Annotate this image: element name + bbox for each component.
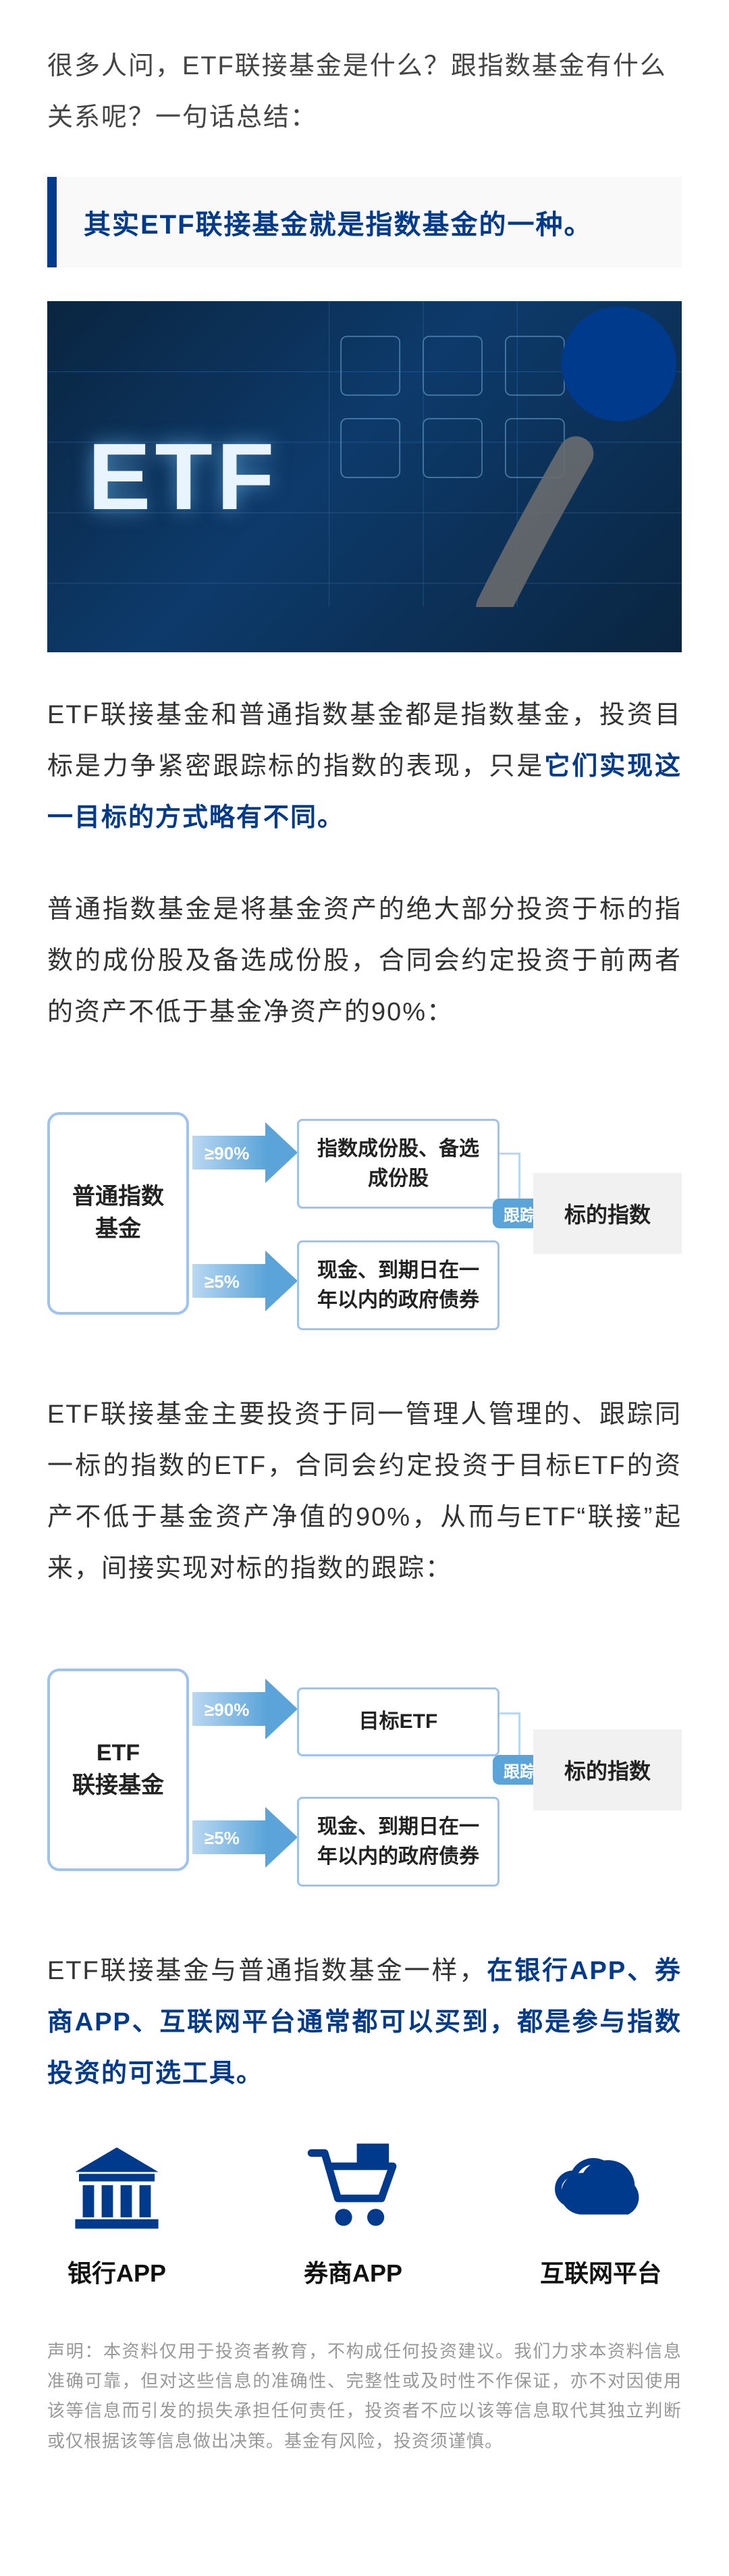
cart-icon: [306, 2140, 400, 2238]
paragraph-2: 普通指数基金是将基金资产的绝大部分投资于标的指数的成份股及备选成份股，合同会约定…: [47, 884, 682, 1038]
paragraph-4a: ETF联接基金与普通指数基金一样，: [47, 1957, 487, 1985]
intro-paragraph: 很多人问，ETF联接基金是什么？跟指数基金有什么关系呢？一句话总结：: [47, 41, 682, 143]
paragraph-1: ETF联接基金和普通指数基金都是指数基金，投资目标是力争紧密跟踪标的指数的表现，…: [47, 689, 682, 843]
channel-bank: 银行APP: [68, 2140, 166, 2289]
diagram2-arrow-top-pct: ≥90%: [205, 1700, 249, 1720]
paragraph-4: ETF联接基金与普通指数基金一样，在银行APP、券商APP、互联网平台通常都可以…: [47, 1945, 682, 2099]
channel-internet-label: 互联网平台: [540, 2254, 662, 2289]
channel-bank-label: 银行APP: [68, 2254, 166, 2289]
diagram2-mid-bot: 现金、到期日在一年以内的政府债券: [297, 1797, 500, 1887]
diagram1-arrow-bot-pct: ≥5%: [205, 1271, 240, 1292]
diagram1-arrow-top-pct: ≥90%: [205, 1143, 249, 1164]
quote-text: 其实ETF联接基金就是指数基金的一种。: [84, 203, 655, 242]
channel-internet: 互联网平台: [540, 2140, 662, 2289]
diagram2-mid-top: 目标ETF: [297, 1687, 500, 1756]
hero-image: ETF: [47, 301, 682, 652]
diagram2-arrow-bot-pct: ≥5%: [205, 1828, 240, 1849]
diagram-index-fund: 普通指数 基金 ≥90% 指数成份股、备选成份股 ≥5% 现金、到期日在一年以内…: [47, 1078, 682, 1348]
diagram2-source-box: ETF 联接基金: [47, 1668, 189, 1871]
diagram-etf-link-fund: ETF 联接基金 ≥90% 目标ETF ≥5% 现金、到期日在一年以内的政府债券…: [47, 1635, 682, 1905]
diagram1-mid-top: 指数成份股、备选成份股: [297, 1119, 500, 1209]
diagram2-target-box: 标的指数: [533, 1729, 682, 1810]
diagram1-source-box: 普通指数 基金: [47, 1112, 189, 1315]
channels-row: 银行APP 券商APP: [47, 2140, 682, 2289]
paragraph-3: ETF联接基金主要投资于同一管理人管理的、跟踪同一标的指数的ETF，合同会约定投…: [47, 1389, 682, 1594]
bank-icon: [70, 2140, 164, 2238]
cloud-icon: [554, 2140, 648, 2238]
quote-box: 其实ETF联接基金就是指数基金的一种。: [47, 177, 682, 267]
hero-circle-decoration: [562, 307, 676, 421]
disclaimer-text: 声明：本资料仅用于投资者教育，不构成任何投资建议。我们力求本资料信息准确可靠，但…: [47, 2336, 682, 2456]
diagram1-target-box: 标的指数: [533, 1173, 682, 1254]
channel-broker-label: 券商APP: [304, 2254, 402, 2289]
diagram1-mid-bot: 现金、到期日在一年以内的政府债券: [297, 1240, 500, 1330]
hero-etf-label: ETF: [88, 422, 278, 531]
channel-broker: 券商APP: [304, 2140, 402, 2289]
